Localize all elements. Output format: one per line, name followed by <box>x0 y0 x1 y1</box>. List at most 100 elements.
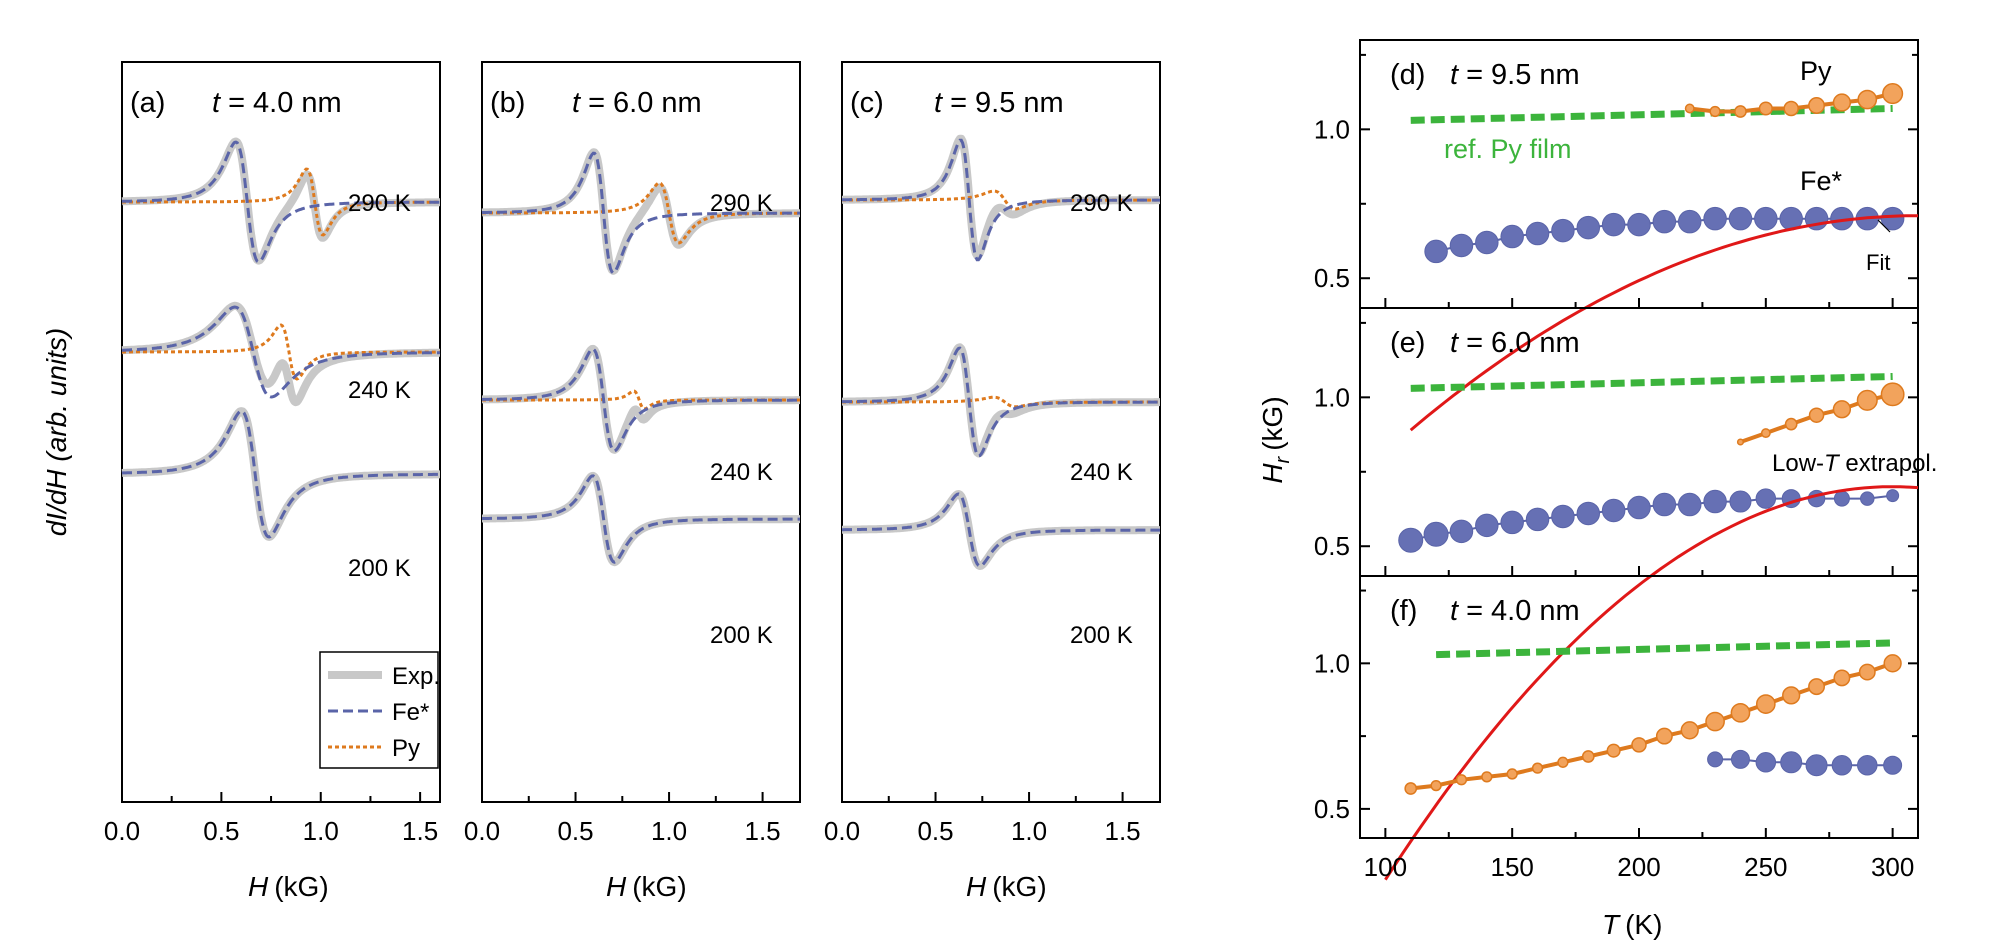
panel-d-fit-leader <box>1877 219 1891 233</box>
ytick-label-e: 0.5 <box>1314 531 1350 561</box>
panel-c-xlabel-var: H <box>966 871 987 902</box>
panel-b-frame <box>481 61 801 803</box>
panel-d-py-label: Py <box>1800 56 1832 86</box>
xtick-label-c: 1.5 <box>1105 816 1141 846</box>
xtick-label-b: 0.0 <box>464 816 500 846</box>
xtick-label-a: 0.0 <box>104 816 140 846</box>
panel-d-eq: = 9.5 nm <box>1466 59 1580 91</box>
fe-point-f <box>1883 755 1903 775</box>
fe-point-e <box>1423 521 1449 547</box>
py-point-f <box>1705 711 1725 732</box>
right-ylabel-sub: r <box>1272 455 1294 463</box>
py-point-e <box>1880 382 1905 407</box>
fe-curve-b-2 <box>482 474 800 564</box>
py-point-f <box>1455 774 1468 786</box>
fe-point-d <box>1754 206 1778 231</box>
panel-e-low-pre: Low- <box>1772 450 1824 477</box>
panel-e-yticks: 0.5 1.0 <box>1314 321 1918 561</box>
py-point-d <box>1758 101 1773 116</box>
fe-point-e <box>1729 490 1752 513</box>
xtick-label-b: 0.5 <box>557 816 593 846</box>
panel-a-frame <box>121 61 441 803</box>
panel-c-temp-240: 240 K <box>1070 459 1133 486</box>
ytick-label-d: 1.0 <box>1314 114 1350 144</box>
svg-text:t= 4.0 nm: t = 4.0 nm <box>212 87 342 119</box>
py-point-f <box>1858 663 1876 681</box>
panel-c-temp-290: 290 K <box>1070 190 1133 217</box>
panel-f-label: (f) <box>1390 595 1417 627</box>
fe-point-e <box>1449 519 1474 544</box>
xtick-label-f: 300 <box>1871 852 1914 882</box>
fe-point-e <box>1398 527 1424 553</box>
fe-point-e <box>1703 489 1727 514</box>
panel-a-eq: = 4.0 nm <box>228 87 342 119</box>
fe-curve-c-1 <box>842 346 1160 458</box>
fe-point-f <box>1831 754 1853 776</box>
fe-point-e <box>1652 492 1677 517</box>
xtick-label-a: 1.0 <box>303 816 339 846</box>
panel-e-eq: = 6.0 nm <box>1466 327 1580 359</box>
panel-f: (f) t = 4.0 nm 0.5 1.0 100 150 200 250 300 <box>1314 575 1919 882</box>
ytick-label-f: 0.5 <box>1314 794 1350 824</box>
fe-point-d <box>1703 206 1727 231</box>
panel-a-temp-240: 240 K <box>348 377 411 404</box>
panel-d: (d) t = 9.5 nm Py ref. Py film Fe* Fit 0.… <box>1314 39 1919 432</box>
panel-a-curves <box>119 137 443 541</box>
fe-curve-a-2 <box>121 409 440 539</box>
panel-a: (a) t = 4.0 nm 290 K 240 K 200 K Exp. Fe*… <box>104 61 443 902</box>
xtick-label-c: 0.0 <box>824 816 860 846</box>
svg-text:t= 9.5 nm: t = 9.5 nm <box>934 87 1064 119</box>
py-point-d <box>1808 97 1825 114</box>
panel-c-tvar: t <box>934 87 944 119</box>
legend: Exp. Fe* Py <box>319 651 440 769</box>
fe-point-e <box>1833 490 1850 507</box>
py-point-f <box>1680 721 1699 740</box>
panel-c-xlabel-unit: (kG) <box>992 871 1046 902</box>
panel-a-xlabel-unit: (kG) <box>274 871 328 902</box>
py-point-f <box>1655 727 1673 745</box>
fe-point-d <box>1728 206 1753 231</box>
fe-point-d <box>1500 224 1524 249</box>
panel-c-temp-200: 200 K <box>1070 622 1133 649</box>
panel-b-curves <box>479 148 803 567</box>
py-point-f <box>1755 694 1776 714</box>
panel-f-frame <box>1359 575 1919 839</box>
panel-c-eq: = 9.5 nm <box>950 87 1064 119</box>
py-point-e <box>1760 428 1771 439</box>
fit-line-d <box>1409 214 1918 432</box>
py-point-d <box>1734 105 1747 118</box>
right-ylabel-unit: (kG) <box>1257 396 1288 450</box>
fe-point-d <box>1627 212 1651 237</box>
py-point-d <box>1783 100 1799 117</box>
panel-f-eq: = 4.0 nm <box>1466 595 1580 627</box>
py-point-e <box>1736 438 1745 446</box>
py-point-d <box>1684 103 1695 114</box>
legend-py-label: Py <box>392 735 420 762</box>
py-point-f <box>1506 768 1518 780</box>
py-point-f <box>1430 779 1442 792</box>
py-point-f <box>1404 782 1418 795</box>
fe-curve-a-1 <box>122 305 441 399</box>
py-point-f <box>1481 771 1493 783</box>
fe-point-d <box>1576 215 1601 240</box>
ref-line-f <box>1436 639 1893 659</box>
svg-text:Hr(kG): Hr (kG) <box>1257 396 1294 483</box>
fe-point-d <box>1424 239 1448 264</box>
fe-point-d <box>1475 230 1499 255</box>
fe-point-e <box>1576 501 1601 526</box>
fe-point-f <box>1857 754 1878 776</box>
py-point-f <box>1581 750 1595 763</box>
ytick-label-d: 0.5 <box>1314 263 1350 293</box>
right-xlabel-unit: (K) <box>1625 909 1662 940</box>
ytick-label-e: 1.0 <box>1314 382 1350 412</box>
panel-b-temp-240: 240 K <box>710 459 773 486</box>
py-point-e <box>1808 407 1825 423</box>
fe-point-e <box>1627 495 1651 520</box>
panel-c: (c) t = 9.5 nm 290 K 240 K 200 K 0.0 0.5 1.… <box>824 61 1163 902</box>
panel-d-fit-label: Fit <box>1866 250 1890 275</box>
fe-point-f <box>1730 749 1750 769</box>
ytick-label-f: 1.0 <box>1314 648 1350 678</box>
fe-point-d <box>1449 233 1474 258</box>
fe-point-e <box>1500 510 1524 535</box>
